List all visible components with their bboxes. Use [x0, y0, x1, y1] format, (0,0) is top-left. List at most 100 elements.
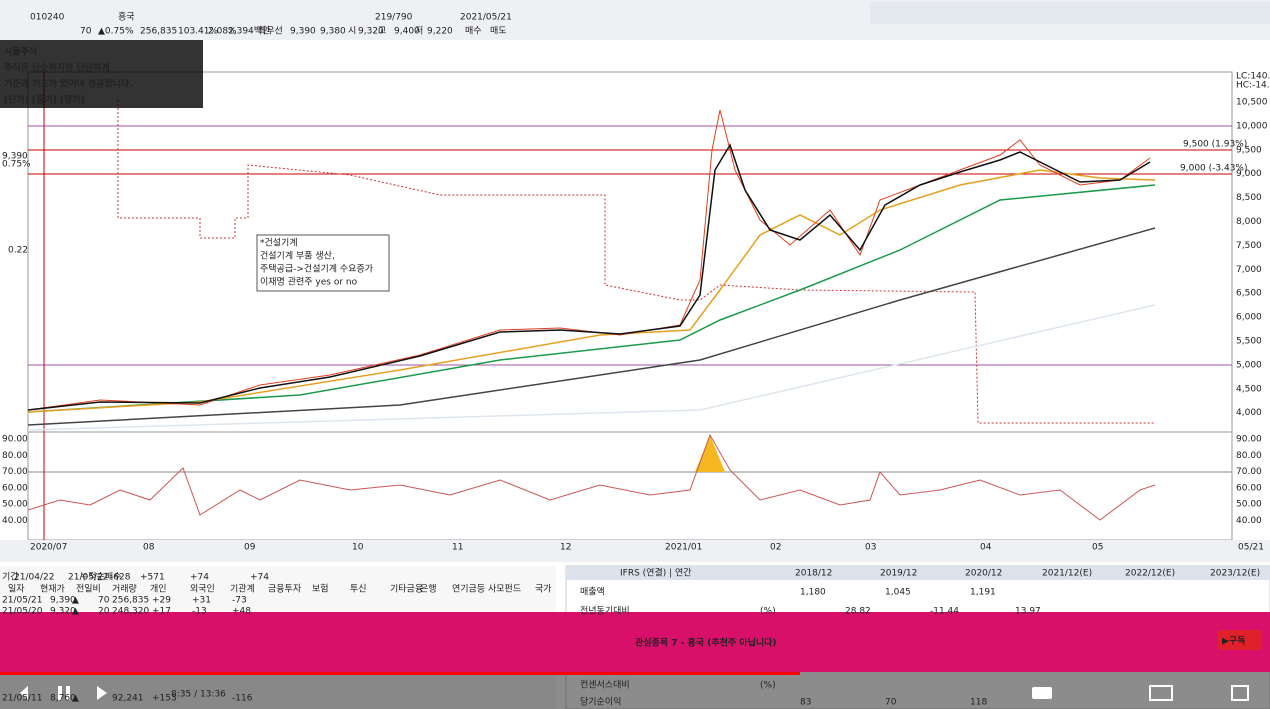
table-cell: 28.82	[845, 607, 871, 617]
table-header: 일자	[8, 584, 25, 595]
date-label: 04	[980, 543, 992, 553]
ma-line	[27, 143, 1151, 411]
toolbar-item: 9,400	[394, 27, 420, 37]
toolbar-item: 매수	[465, 26, 482, 37]
overlay-line: [단기] [중기] [장기]	[4, 94, 85, 106]
table-cell: 70	[98, 596, 110, 606]
table-cell: -11.44	[930, 607, 959, 617]
axis-note: HC:-14.64	[1236, 81, 1270, 91]
toolbar-item: 2021/05/21	[460, 13, 512, 23]
axis-note: LC:140.77	[1236, 72, 1270, 82]
table-header: 투신	[350, 584, 367, 595]
progress[interactable]	[0, 672, 800, 675]
pause-button[interactable]	[58, 686, 62, 700]
table-header: IFRS (연결) | 연간	[620, 568, 692, 579]
toolbar-item: 9,390	[290, 27, 316, 37]
prev-button[interactable]	[20, 686, 28, 700]
overlay-line: 주식은 단순하지만 단단하게	[4, 62, 110, 74]
toolbar-item: 시	[348, 26, 356, 37]
price-lines	[27, 100, 1156, 431]
table-header: 외국인	[190, 583, 215, 595]
rsi-line	[27, 433, 1156, 521]
note-line: 이재명 관련주 yes or no	[260, 277, 358, 288]
rsi-tick-label: 40.00	[2, 516, 28, 526]
rsi-tick-label: 60.00	[1236, 483, 1262, 493]
table-cell: 전년동기대비	[580, 606, 630, 617]
toolbar-item: ▲0.75%	[98, 27, 134, 37]
current-change: 0.75%	[2, 160, 31, 170]
price-tick-label: 7,500	[1236, 241, 1262, 251]
period-cell: 기간	[2, 572, 19, 583]
rsi-tick-label: 40.00	[1236, 516, 1262, 526]
table-cell: 1,045	[885, 588, 911, 598]
table-cell: +29	[152, 596, 171, 606]
level-lines	[28, 72, 1232, 540]
table-header: 거래량	[112, 583, 137, 595]
left-mark: 0.22	[8, 246, 28, 256]
toolbar-item: 저	[415, 26, 423, 37]
price-tick-label: 5,000	[1236, 360, 1262, 370]
price-tick-label: 4,500	[1236, 384, 1262, 394]
table-cell: ▲	[72, 694, 79, 704]
table-cell: (%)	[760, 681, 776, 691]
ma-line	[27, 227, 1156, 426]
date-bar	[0, 540, 1270, 562]
date-label: 11	[452, 543, 463, 553]
toolbar-item: 9,220	[427, 27, 453, 37]
table-cell: 8,760	[50, 694, 76, 704]
table-cell: 92,241	[112, 694, 144, 704]
table-header: 2020/12	[965, 569, 1002, 579]
fullscreen-button[interactable]	[1231, 685, 1249, 701]
level-annotation: 9,500 (1.93%)	[1183, 140, 1247, 150]
table-cell: ▲	[72, 596, 79, 606]
table-cell: 248,320	[112, 607, 149, 617]
period-cell: 21/05/22	[68, 573, 108, 583]
rsi-tick-label: 80.00	[1236, 451, 1262, 461]
table-cell: 9,320	[50, 607, 76, 617]
price-tick-label: 8,500	[1236, 193, 1262, 203]
table-cell: 1,180	[800, 588, 826, 598]
period-cell: 누적순매수	[80, 571, 121, 583]
table-header: 기관계	[230, 583, 255, 595]
price-tick-label: 10,000	[1236, 121, 1268, 131]
player-time: 8:35 / 13:36	[171, 690, 226, 700]
table-cell: +153	[152, 694, 177, 704]
table-header: 국가	[535, 584, 552, 595]
table-cell: 83	[800, 698, 811, 708]
table-cell: -116	[232, 694, 253, 704]
chart-area	[0, 40, 1270, 560]
table-cell: 21/05/11	[2, 694, 42, 704]
price-tick-label: 9,500	[1236, 145, 1262, 155]
subscribe-label: ▶구독	[1222, 636, 1245, 647]
date-label: 2020/07	[30, 543, 67, 553]
price-tick-label: 5,500	[1236, 337, 1262, 347]
date-label: 03	[865, 543, 876, 553]
table-header: 2018/12	[795, 569, 832, 579]
level-annotation: 9,000 (-3.43%)	[1180, 164, 1248, 174]
rsi-tick-label: 70.00	[1236, 467, 1262, 477]
table-header: 현재가	[40, 584, 65, 595]
right-header	[566, 566, 1270, 580]
rsi-tick-label: 50.00	[1236, 500, 1262, 510]
toolbar-item: 2,394백만	[228, 26, 270, 37]
table-cell: 21/05/20	[2, 607, 43, 617]
next-button[interactable]	[97, 686, 107, 700]
note-box	[256, 234, 390, 292]
subscribe-button[interactable]	[1218, 630, 1262, 650]
theater-button[interactable]	[1149, 685, 1173, 701]
subtitles-button[interactable]	[1032, 687, 1052, 699]
toolbar-item: 010240	[30, 13, 65, 23]
date-label: 02	[770, 543, 781, 553]
player-bar	[0, 672, 1270, 709]
table-cell: 13.97	[1015, 607, 1041, 617]
table-cell: 256,835	[112, 596, 149, 606]
pause-button[interactable]	[66, 686, 70, 700]
period-cell: +571	[140, 573, 165, 583]
date-label: 05	[1092, 543, 1103, 553]
table-header: 2021/12(E)	[1042, 569, 1092, 579]
table-header: 개인	[150, 584, 167, 595]
date-label: 2021/01	[665, 543, 702, 553]
current-price: 9,390	[2, 152, 28, 162]
table-header: 2019/12	[880, 569, 917, 579]
